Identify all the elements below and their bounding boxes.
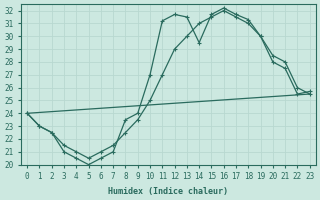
X-axis label: Humidex (Indice chaleur): Humidex (Indice chaleur) xyxy=(108,187,228,196)
